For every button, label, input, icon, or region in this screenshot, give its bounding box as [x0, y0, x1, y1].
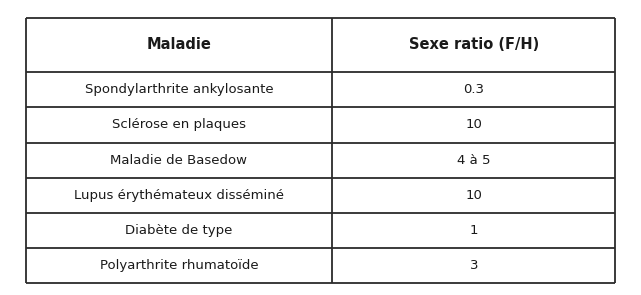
Text: Diabète de type: Diabète de type	[125, 224, 233, 237]
Text: Polyarthrite rhumatoïde: Polyarthrite rhumatoïde	[99, 259, 258, 272]
Text: 1: 1	[470, 224, 478, 237]
Text: 10: 10	[465, 119, 482, 132]
Text: Sclérose en plaques: Sclérose en plaques	[112, 119, 246, 132]
Text: Spondylarthrite ankylosante: Spondylarthrite ankylosante	[85, 83, 273, 96]
Text: 10: 10	[465, 189, 482, 202]
Text: 4 à 5: 4 à 5	[457, 154, 490, 167]
Text: Maladie de Basedow: Maladie de Basedow	[110, 154, 247, 167]
Text: Maladie: Maladie	[147, 37, 212, 53]
Text: Sexe ratio (F/H): Sexe ratio (F/H)	[409, 37, 539, 53]
Text: Lupus érythémateux disséminé: Lupus érythémateux disséminé	[74, 189, 284, 202]
Text: 0.3: 0.3	[463, 83, 485, 96]
Text: 3: 3	[470, 259, 478, 272]
Bar	[26, 18, 615, 283]
